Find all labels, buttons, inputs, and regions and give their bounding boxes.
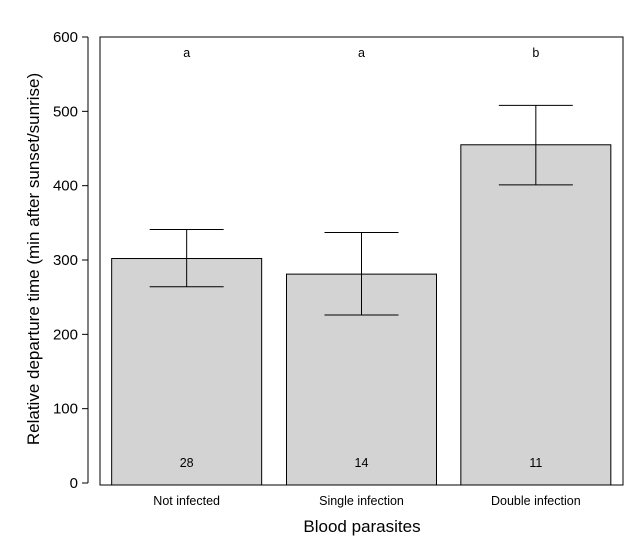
group-letter: b [532,46,539,60]
x-axis-label: Blood parasites [303,517,420,536]
x-tick-label: Not infected [153,494,220,508]
y-axis-label: Relative departure time (min after sunse… [24,73,43,445]
y-tick-label: 600 [53,29,78,46]
y-tick-label: 200 [53,326,78,343]
x-tick-label: Double infection [491,494,581,508]
bar [460,144,612,486]
sample-size: 11 [529,456,542,470]
sample-size: 28 [180,456,194,470]
error-bars [149,104,573,316]
x-axis-categories: Not infected Single infection Double infec… [153,494,580,508]
plot-box [99,36,624,486]
y-tick-label: 0 [70,475,78,492]
sample-size: 14 [355,456,369,470]
y-tick-label: 500 [53,103,78,120]
y-axis: 0 100 200 300 400 500 600 [53,29,89,492]
y-tick-label: 100 [53,401,78,418]
group-letter: a [358,46,365,60]
group-letter: a [183,46,190,60]
x-tick-label: Single infection [319,494,404,508]
bar [111,258,263,486]
y-tick-label: 300 [53,252,78,269]
sample-sizes: 28 14 11 [180,456,543,470]
y-tick-label: 400 [53,178,78,195]
